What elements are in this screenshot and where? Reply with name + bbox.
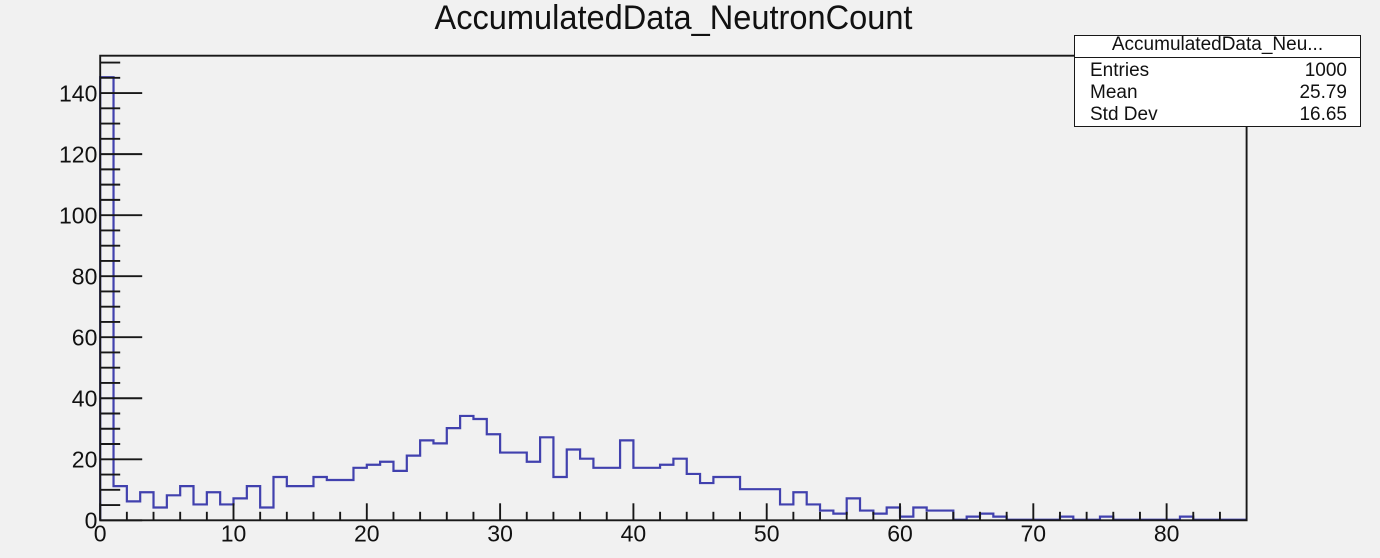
plot-frame [99,54,1248,522]
stats-entries-label: Entries [1090,59,1150,81]
stats-row-mean: Mean 25.79 [1075,82,1360,104]
y-tick-label: 40 [72,385,98,411]
x-tick-label: 0 [94,521,107,547]
y-tick-label: 0 [85,508,98,534]
x-tick-label: 60 [887,521,913,547]
stats-box: AccumulatedData_Neu... Entries 1000 Mean… [1074,34,1361,127]
stats-stddev-value: 16.65 [1299,104,1347,126]
y-tick-label: 80 [72,263,98,289]
histogram-line [99,76,1247,521]
x-tick-label: 80 [1154,521,1180,547]
x-tick-label: 40 [621,521,647,547]
stats-stddev-label: Std Dev [1090,104,1158,126]
stats-mean-label: Mean [1090,82,1138,104]
x-tick-label: 50 [754,521,780,547]
x-tick-label: 70 [1021,521,1047,547]
stats-mean-value: 25.79 [1299,82,1347,104]
x-tick-label: 20 [354,521,380,547]
y-tick-label: 60 [72,324,98,350]
y-tick-label: 20 [72,446,98,472]
x-tick-label: 30 [487,521,513,547]
y-tick-label: 100 [59,202,97,228]
y-tick-label: 120 [59,141,97,167]
y-tick-label: 140 [59,80,97,106]
x-tick-label: 10 [221,521,247,547]
stats-row-entries: Entries 1000 [1075,60,1360,82]
stats-entries-value: 1000 [1304,59,1347,81]
stats-row-stddev: Std Dev 16.65 [1075,104,1360,126]
stats-box-title: AccumulatedData_Neu... [1075,36,1360,59]
chart-title: AccumulatedData_NeutronCount [435,0,913,37]
